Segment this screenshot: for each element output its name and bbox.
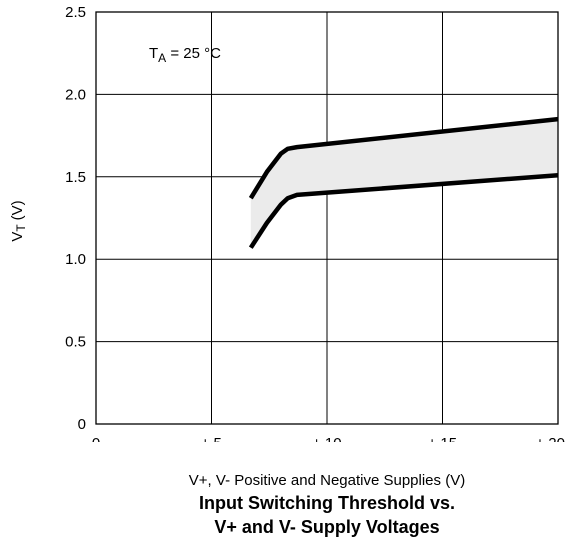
plot-frame	[95, 11, 559, 425]
lower-threshold-line	[248, 172, 559, 249]
x-tick-label: ± 5	[201, 435, 222, 442]
y-tick-label: 1.0	[65, 251, 86, 268]
y-axis-label: VT(V)	[9, 200, 28, 241]
chart: 0± 5± 10± 15± 20 00.51.01.52.02.5 VT(V) …	[9, 4, 565, 442]
x-tick-label: ± 20	[536, 435, 565, 442]
y-tick-label: 2.5	[65, 4, 86, 21]
series-lines	[248, 116, 559, 249]
threshold-band-fill	[250, 119, 559, 248]
y-tick-label: 0.5	[65, 334, 86, 351]
y-tick-labels: 0 0.5 1.0 1.5 2.0 2.5	[65, 4, 86, 433]
grid	[96, 12, 558, 424]
y-tick-label: 0	[78, 416, 86, 433]
x-tick-label: 0	[92, 435, 100, 442]
y-tick-label: 1.5	[65, 169, 86, 186]
x-tick-label: ± 10	[312, 435, 341, 442]
upper-threshold-line	[248, 116, 559, 200]
chart-title: Input Switching Threshold vs.	[198, 493, 455, 513]
chart-subtitle: V+ and V- Supply Voltages	[214, 517, 440, 537]
x-tick-labels: 0 ± 5 ± 10 ± 15 ± 20	[92, 435, 565, 442]
y-tick-label: 2.0	[65, 86, 86, 103]
x-tick-label: ± 15	[428, 435, 457, 442]
x-axis-label: V+, V- Positive and Negative Supplies (V…	[188, 472, 466, 489]
temperature-annotation: TA = 25 °C	[149, 45, 221, 65]
